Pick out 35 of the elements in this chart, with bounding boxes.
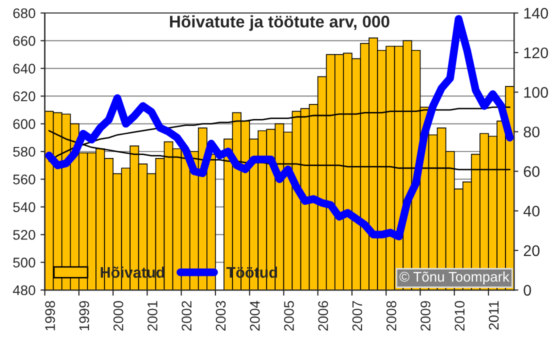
x-tick-label: 2010 [454,300,465,331]
y-tick-label: 680 [13,8,36,18]
x-tick-label: 2001 [148,301,158,331]
x-tick-label: 2004 [250,300,260,331]
y-tick-label: 500 [13,258,36,268]
x-tick-label: 2009 [420,301,430,331]
x-tick-label: 1999 [79,301,90,330]
x-tick-label: 2011 [488,301,499,330]
x-tick-label: 1998 [45,301,55,330]
y2-tick-label: 140 [524,8,548,19]
x-tick-label: 2006 [318,301,328,331]
y-tick-label: 620 [13,91,36,102]
x-tick-label: 2008 [386,301,396,331]
y-tick-label: 560 [13,174,36,184]
y-tick-label: 520 [13,230,36,240]
x-tick-label: 2005 [284,301,294,331]
y2-tick-label: 80 [524,126,540,138]
y-tick-label: 600 [13,119,36,129]
x-tick-label: 2000 [113,300,124,331]
y2-tick-label: 40 [523,206,540,217]
y2-tick-label: 100 [524,87,548,98]
x-tick-label: 2007 [352,301,362,331]
y-tick-label: 580 [13,146,36,157]
y2-tick-label: 60 [524,166,540,177]
y2-tick-label: 20 [524,245,540,256]
y2-tick-label: 120 [524,47,548,58]
x-tick-label: 2002 [182,301,192,331]
y-tick-label: 660 [13,36,36,46]
chart-title: Hõivatute ja töötute arv, 000 [170,15,390,31]
x-tick-label: 2003 [216,301,226,331]
annotation: © Tõnu Toompark [400,272,510,284]
y-tick-label: 540 [13,202,36,212]
y2-tick-label: 0 [524,284,532,296]
y-tick-label: 480 [12,285,36,296]
y-tick-label: 640 [13,64,36,74]
